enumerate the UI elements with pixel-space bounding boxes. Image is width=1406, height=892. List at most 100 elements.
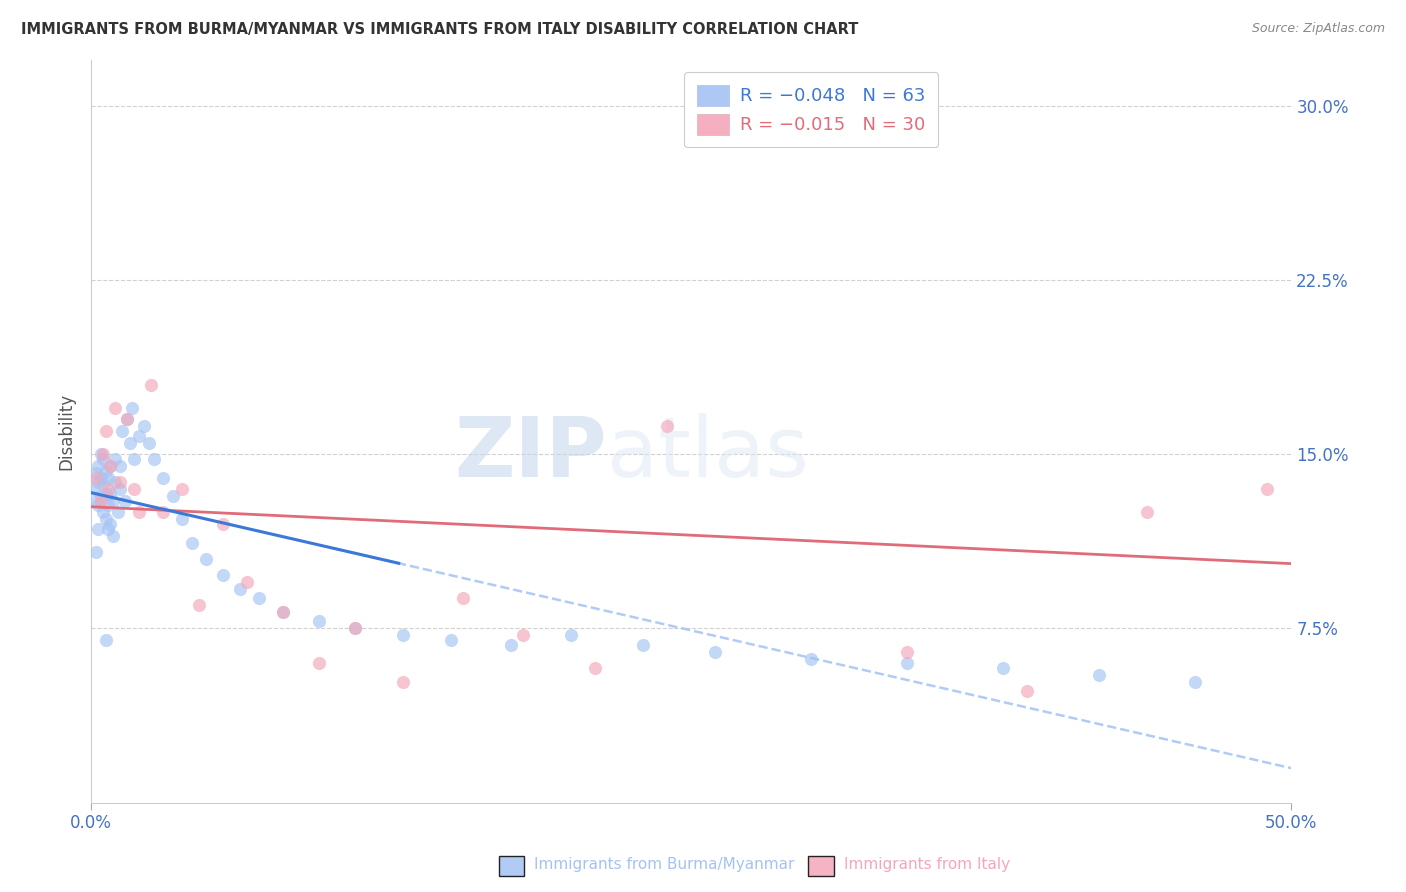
Point [87,522,110,536]
Point [308,615,330,629]
Point [787,111,810,125]
Point [138,435,160,450]
Point [195,551,218,566]
Point [97,522,120,536]
Point [91,452,114,467]
Point [83,482,105,496]
Point [118,435,141,450]
Point [121,401,143,415]
Point [631,638,654,652]
Point [236,574,259,589]
Point [87,499,110,513]
Point [115,412,138,426]
Point [98,458,121,473]
Point [152,470,174,484]
Point [247,591,270,606]
Point [104,452,127,467]
Point [91,477,114,491]
Text: Source: ZipAtlas.com: Source: ZipAtlas.com [1251,22,1385,36]
Point [440,633,463,648]
Point [94,633,117,648]
Point [124,452,146,467]
Point [896,657,918,671]
Point [560,628,582,642]
Legend: R = −0.048   N = 63, R = −0.015   N = 30: R = −0.048 N = 63, R = −0.015 N = 30 [685,72,938,147]
Point [87,458,110,473]
Point [1136,505,1159,519]
Point [108,475,131,490]
Point [132,419,155,434]
Point [107,505,129,519]
Point [94,512,117,526]
Point [128,428,150,442]
Point [896,645,918,659]
Point [115,412,138,426]
Text: Immigrants from Italy: Immigrants from Italy [844,857,1010,872]
Point [1088,668,1111,682]
Point [101,493,124,508]
Point [91,447,114,461]
Point [108,482,131,496]
Point [90,489,112,503]
Point [97,482,120,496]
Point [97,470,120,484]
Point [181,535,204,549]
Point [451,591,474,606]
Point [704,645,727,659]
Point [124,482,146,496]
Point [98,516,121,531]
Point [1184,674,1206,689]
Y-axis label: Disability: Disability [58,392,75,470]
Point [84,493,107,508]
Point [212,568,235,582]
Point [392,674,415,689]
Point [583,661,606,675]
Point [344,622,367,636]
Point [188,599,211,613]
Point [142,452,165,467]
Point [101,528,124,542]
Point [271,605,294,619]
Point [162,489,184,503]
Point [993,661,1015,675]
Point [90,470,112,484]
Point [91,505,114,519]
Point [98,458,121,473]
Point [94,464,117,478]
Text: IMMIGRANTS FROM BURMA/MYANMAR VS IMMIGRANTS FROM ITALY DISABILITY CORRELATION CH: IMMIGRANTS FROM BURMA/MYANMAR VS IMMIGRA… [21,22,859,37]
Point [108,458,131,473]
Point [97,499,120,513]
Point [94,424,117,438]
Point [94,487,117,501]
Point [87,475,110,490]
Point [90,447,112,461]
Point [98,487,121,501]
Point [344,622,367,636]
Point [104,475,127,490]
Text: Immigrants from Burma/Myanmar: Immigrants from Burma/Myanmar [534,857,794,872]
Point [114,493,136,508]
Point [229,582,252,596]
Point [308,657,330,671]
Point [392,628,415,642]
Point [84,545,107,559]
Point [172,512,194,526]
Point [111,424,134,438]
Point [1017,684,1039,698]
Point [172,482,194,496]
Point [104,401,127,415]
Point [141,377,163,392]
Point [501,638,523,652]
Text: ZIP: ZIP [454,413,607,494]
Point [512,628,534,642]
Point [84,466,107,480]
Point [657,419,679,434]
Point [212,516,235,531]
Point [84,470,107,484]
Text: atlas: atlas [607,413,808,494]
Point [1256,482,1278,496]
Point [90,493,112,508]
Point [271,605,294,619]
Point [152,505,174,519]
Point [800,651,823,665]
